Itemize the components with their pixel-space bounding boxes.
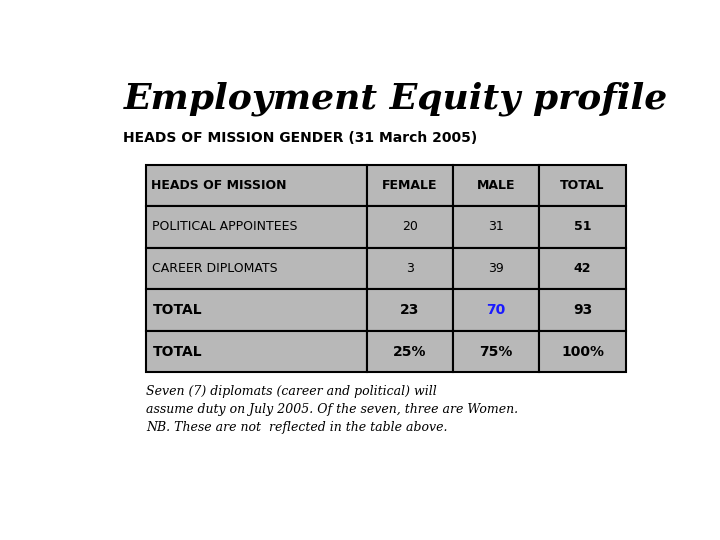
Bar xyxy=(453,165,539,206)
Bar xyxy=(539,248,626,289)
Text: MALE: MALE xyxy=(477,179,516,192)
Bar xyxy=(539,289,626,331)
Bar xyxy=(145,206,366,248)
Text: 20: 20 xyxy=(402,220,418,233)
Bar xyxy=(145,248,366,289)
Text: FEMALE: FEMALE xyxy=(382,179,438,192)
Bar xyxy=(366,248,453,289)
Text: POLITICAL APPOINTEES: POLITICAL APPOINTEES xyxy=(153,220,298,233)
Bar xyxy=(145,289,366,331)
Text: TOTAL: TOTAL xyxy=(153,345,202,359)
Text: CAREER DIPLOMATS: CAREER DIPLOMATS xyxy=(153,262,278,275)
Text: 25%: 25% xyxy=(393,345,426,359)
Bar xyxy=(366,165,453,206)
Bar xyxy=(366,206,453,248)
Bar xyxy=(539,165,626,206)
Text: 23: 23 xyxy=(400,303,420,317)
Bar xyxy=(366,289,453,331)
Bar xyxy=(539,206,626,248)
Text: 100%: 100% xyxy=(561,345,604,359)
Bar xyxy=(539,331,626,373)
Text: HEADS OF MISSION GENDER (31 March 2005): HEADS OF MISSION GENDER (31 March 2005) xyxy=(124,131,478,145)
Bar xyxy=(453,289,539,331)
Bar xyxy=(453,206,539,248)
Text: TOTAL: TOTAL xyxy=(560,179,605,192)
Text: 42: 42 xyxy=(574,262,591,275)
Text: 75%: 75% xyxy=(480,345,513,359)
Text: 39: 39 xyxy=(488,262,504,275)
Bar xyxy=(145,165,366,206)
Text: 3: 3 xyxy=(406,262,414,275)
Bar xyxy=(145,331,366,373)
Text: 31: 31 xyxy=(488,220,504,233)
Bar xyxy=(453,331,539,373)
Bar xyxy=(453,248,539,289)
Text: Employment Equity profile: Employment Equity profile xyxy=(124,82,667,116)
Text: 51: 51 xyxy=(574,220,591,233)
Bar xyxy=(366,331,453,373)
Text: Seven (7) diplomats (career and political) will
assume duty on July 2005. Of the: Seven (7) diplomats (career and politica… xyxy=(145,385,518,434)
Text: HEADS OF MISSION: HEADS OF MISSION xyxy=(151,179,287,192)
Text: 93: 93 xyxy=(573,303,592,317)
Text: TOTAL: TOTAL xyxy=(153,303,202,317)
Text: 70: 70 xyxy=(487,303,505,317)
